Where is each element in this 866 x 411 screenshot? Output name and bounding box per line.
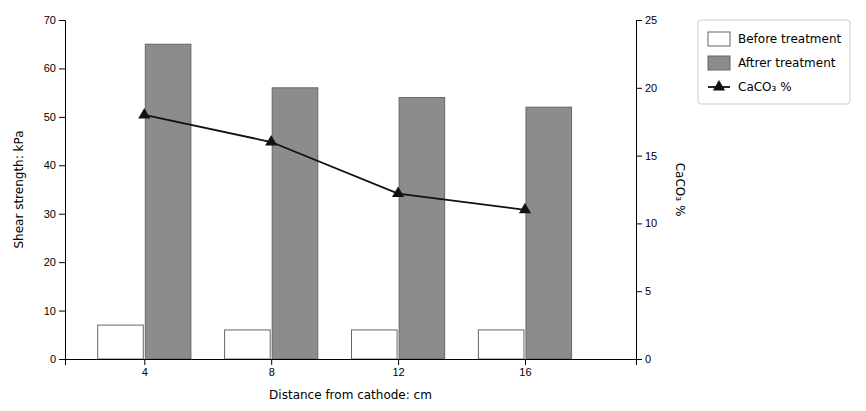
tick-mark xyxy=(59,117,65,118)
bar xyxy=(98,325,144,359)
chart: 4 8 12 16 0 10 20 30 40 50 60 70 0 5 10 15 20 25 Distance … xyxy=(0,0,866,411)
tick: 4 xyxy=(142,359,148,378)
tick: 25 xyxy=(636,14,657,26)
tick-label: 8 xyxy=(269,366,275,378)
legend-label: CaCO₃ % xyxy=(738,80,792,94)
tick: 70 xyxy=(44,14,65,26)
marker xyxy=(265,135,277,146)
tick-mark xyxy=(59,359,65,360)
plot: 4 8 12 16 0 10 20 30 40 50 60 70 0 5 10 15 20 25 Distance … xyxy=(12,14,850,402)
tick: 15 xyxy=(636,150,657,162)
tick-label: 12 xyxy=(392,366,404,378)
tick: 5 xyxy=(636,285,651,297)
marks xyxy=(98,44,572,359)
tick-mark xyxy=(636,291,642,292)
bar xyxy=(225,330,271,359)
bar-series xyxy=(145,44,571,359)
tick-label: 70 xyxy=(44,14,56,26)
legend-item: Before treatment xyxy=(708,32,842,46)
bar xyxy=(352,330,398,359)
marker xyxy=(519,203,531,214)
tick-label: 50 xyxy=(44,111,56,123)
tick-label: 15 xyxy=(645,150,657,162)
tick-label: 10 xyxy=(44,305,56,317)
tick: 20 xyxy=(636,82,657,94)
axis-line xyxy=(59,21,66,360)
tick-label: 16 xyxy=(519,366,531,378)
y2-axis-title: CaCO₃ % xyxy=(673,163,687,217)
tick: 50 xyxy=(44,111,65,123)
legend-swatch xyxy=(708,56,730,70)
tick-mark xyxy=(59,68,65,69)
tick-label: 40 xyxy=(44,159,56,171)
tick-mark xyxy=(636,223,642,224)
tick-label: 10 xyxy=(645,217,657,229)
tick-label: 5 xyxy=(645,285,651,297)
legend-frame xyxy=(698,20,850,104)
x-axis-title: Distance from cathode: cm xyxy=(269,388,432,402)
tick-label: 25 xyxy=(645,14,657,26)
tick: 30 xyxy=(44,208,65,220)
tick: 0 xyxy=(50,353,65,365)
bar xyxy=(399,97,445,359)
axis-line xyxy=(637,21,643,360)
tick: 12 xyxy=(392,359,404,378)
chart-container: 4 8 12 16 0 10 20 30 40 50 60 70 0 5 10 15 20 25 Distance … xyxy=(0,0,866,411)
tick-mark xyxy=(636,88,642,89)
tick-label: 60 xyxy=(44,62,56,74)
tick-mark xyxy=(144,359,145,365)
bar xyxy=(145,44,191,359)
line xyxy=(144,115,525,210)
tick-label: 30 xyxy=(44,208,56,220)
y-axis: 0 10 20 30 40 50 60 70 xyxy=(44,14,66,365)
legend-item: CaCO₃ % xyxy=(708,80,792,94)
legend-item: Aftrer treatment xyxy=(708,56,836,70)
tick-mark xyxy=(636,359,642,360)
tick-mark xyxy=(271,359,272,365)
tick: 10 xyxy=(44,305,65,317)
legend-marker xyxy=(713,80,725,91)
tick: 16 xyxy=(519,359,531,378)
tick-label: 0 xyxy=(50,353,56,365)
marker xyxy=(138,108,150,119)
tick-mark xyxy=(398,359,399,365)
tick-label: 20 xyxy=(645,82,657,94)
tick-mark xyxy=(59,262,65,263)
x-axis: 4 8 12 16 xyxy=(66,359,637,378)
tick-mark xyxy=(59,214,65,215)
tick-mark xyxy=(636,20,642,21)
legend-label: Aftrer treatment xyxy=(738,56,836,70)
tick-mark xyxy=(636,156,642,157)
bar xyxy=(272,88,318,359)
tick-mark xyxy=(59,165,65,166)
legend-label: Before treatment xyxy=(738,32,842,46)
y-axis-title: Shear strength: kPa xyxy=(12,130,26,248)
tick: 10 xyxy=(636,217,657,229)
legend-swatch xyxy=(708,32,730,46)
tick-label: 0 xyxy=(645,353,651,365)
legend: Before treatment Aftrer treatment CaCO₃ % xyxy=(698,20,850,104)
marker xyxy=(392,187,404,198)
tick-mark xyxy=(59,20,65,21)
tick: 60 xyxy=(44,62,65,74)
tick-mark xyxy=(525,359,526,365)
tick-label: 4 xyxy=(142,366,148,378)
tick: 0 xyxy=(636,353,651,365)
tick: 20 xyxy=(44,256,65,268)
tick: 40 xyxy=(44,159,65,171)
tick-mark xyxy=(59,311,65,312)
y2-axis: 0 5 10 15 20 25 xyxy=(636,14,657,365)
bar xyxy=(478,330,524,359)
tick-label: 20 xyxy=(44,256,56,268)
bar xyxy=(526,107,572,359)
tick: 8 xyxy=(269,359,275,378)
axis-line xyxy=(66,360,637,366)
